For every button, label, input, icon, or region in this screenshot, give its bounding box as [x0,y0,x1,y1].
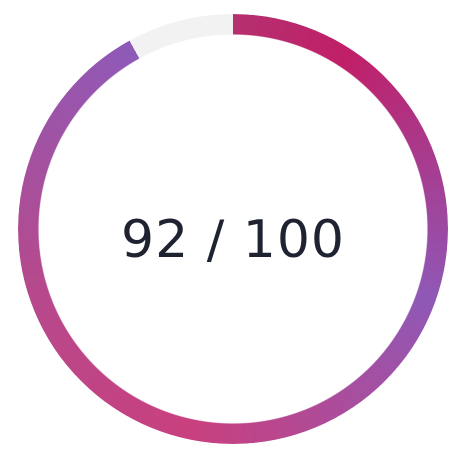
progress-label: 92 / 100 [121,210,345,270]
progress-ring [18,14,448,444]
